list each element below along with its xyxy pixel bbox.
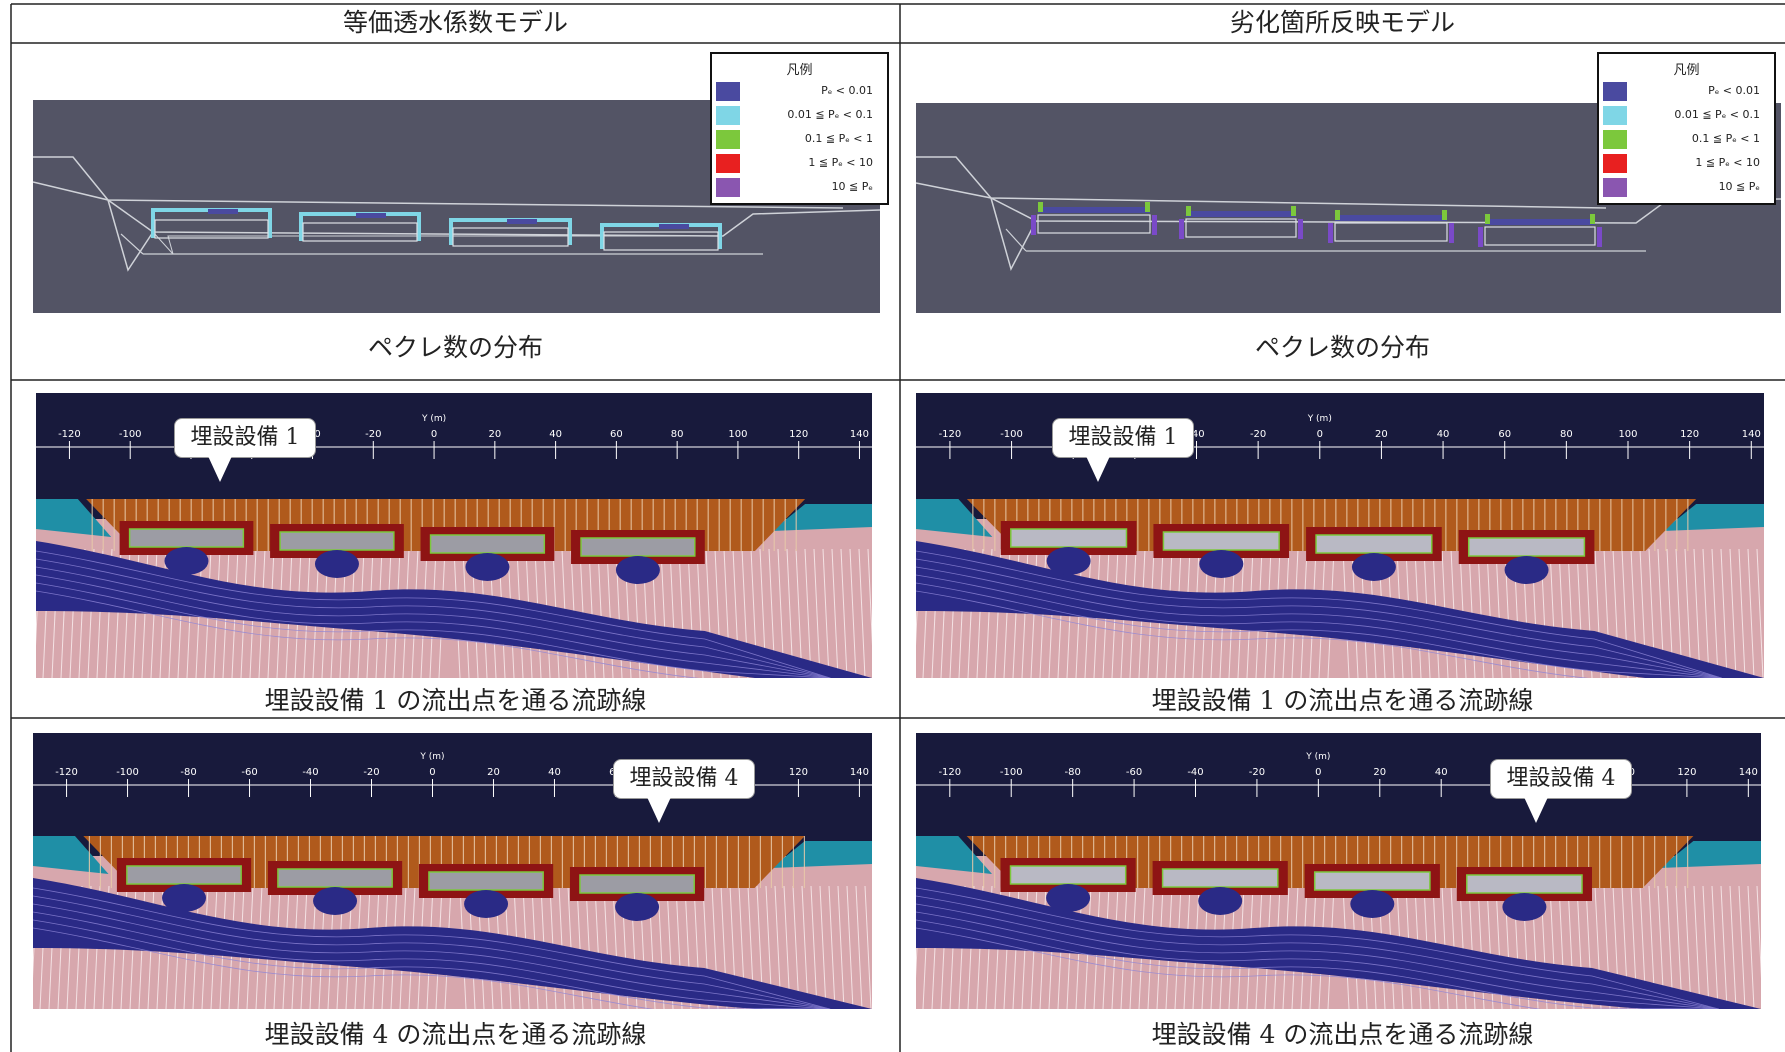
axis-tick-label: 100 [1618, 429, 1637, 440]
axis-tick-label: 120 [789, 429, 808, 440]
axis-tick-label: 120 [1677, 767, 1696, 778]
legend-label: Pₑ < 0.01 [1708, 84, 1760, 97]
legend-swatch [716, 106, 740, 125]
legend-label: 10 ≦ Pₑ [1718, 180, 1760, 193]
callout-pointer [208, 456, 232, 482]
legend-title: 凡例 [786, 63, 813, 78]
axis-tick-label: 120 [789, 767, 808, 778]
axis-tick-label: -40 [1188, 429, 1204, 440]
peclet-panel-right [916, 103, 1781, 313]
legend-left: 凡例 Pₑ < 0.01 0.01 ≦ Pₑ < 0.1 0.1 ≦ Pₑ < … [710, 52, 889, 205]
axis-tick-label: -100 [1000, 429, 1023, 440]
legend-label: Pₑ < 0.01 [821, 84, 873, 97]
callout-facility4-right: 埋設設備 4 [1490, 759, 1632, 823]
legend-swatch [716, 82, 740, 101]
axis-tick-label: 60 [1498, 429, 1511, 440]
legend-right: 凡例 Pₑ < 0.01 0.01 ≦ Pₑ < 0.1 0.1 ≦ Pₑ < … [1597, 52, 1776, 205]
caption-streamline1-right: 埋設設備 1 の流出点を通る流跡線 [1151, 686, 1534, 715]
axis-tick-label: 40 [1435, 767, 1448, 778]
legend-label: 1 ≦ Pₑ < 10 [808, 156, 873, 169]
legend-label: 10 ≦ Pₑ [831, 180, 873, 193]
axis-tick-label: -80 [180, 767, 196, 778]
axis-tick-label: 40 [549, 429, 562, 440]
axis-tick-label: -120 [58, 429, 81, 440]
callout-facility1-right: 埋設設備 1 [1052, 418, 1194, 482]
header-left: 等価透水係数モデル [342, 8, 568, 37]
axis-tick-label: -40 [1187, 767, 1203, 778]
callout-label: 埋設設備 4 [613, 759, 755, 799]
legend-swatch [716, 178, 740, 197]
legend-title: 凡例 [1673, 63, 1700, 78]
legend-label: 0.1 ≦ Pₑ < 1 [1691, 132, 1760, 145]
axis-tick-label: 80 [671, 429, 684, 440]
streamline-panel-f1-left: -120-100-80-60-40-20020406080100120140Y … [36, 393, 872, 678]
axis-tick-label: -100 [1000, 767, 1023, 778]
callout-label: 埋設設備 1 [1052, 418, 1194, 458]
axis-tick-label: -60 [241, 767, 257, 778]
axis-label: Y (m) [1307, 414, 1332, 424]
axis-tick-label: 140 [850, 767, 869, 778]
axis-tick-label: 20 [487, 767, 500, 778]
axis-tick-label: -100 [116, 767, 139, 778]
callout-label: 埋設設備 4 [1490, 759, 1632, 799]
callout-facility4-left: 埋設設備 4 [613, 759, 755, 823]
axis-tick-label: 100 [728, 429, 747, 440]
legend-swatch [716, 130, 740, 149]
legend-label: 0.01 ≦ Pₑ < 0.1 [787, 108, 873, 121]
callout-pointer [1086, 456, 1110, 482]
axis-tick-label: 20 [1373, 767, 1386, 778]
axis-tick-label: 0 [429, 767, 435, 778]
axis-tick-label: 120 [1680, 429, 1699, 440]
legend-label: 0.1 ≦ Pₑ < 1 [804, 132, 873, 145]
axis-tick-label: -120 [938, 767, 961, 778]
legend-swatch [1603, 130, 1627, 149]
callout-pointer [1524, 797, 1548, 823]
legend-label: 1 ≦ Pₑ < 10 [1695, 156, 1760, 169]
caption-streamline4-right: 埋設設備 4 の流出点を通る流跡線 [1151, 1020, 1534, 1049]
axis-tick-label: 40 [1437, 429, 1450, 440]
legend-swatch [1603, 154, 1627, 173]
legend-swatch [1603, 82, 1627, 101]
axis-label: Y (m) [421, 414, 446, 424]
callout-facility1-left: 埋設設備 1 [174, 418, 316, 482]
axis-tick-label: -120 [55, 767, 78, 778]
axis-tick-label: 140 [1742, 429, 1761, 440]
axis-tick-label: 0 [1315, 767, 1321, 778]
legend-swatch [716, 154, 740, 173]
axis-tick-label: -120 [939, 429, 962, 440]
axis-tick-label: -60 [1126, 767, 1142, 778]
axis-tick-label: 20 [488, 429, 501, 440]
streamline-panel-f1-right: -120-100-80-60-40-20020406080100120140Y … [916, 393, 1764, 678]
caption-streamline1-left: 埋設設備 1 の流出点を通る流跡線 [264, 686, 647, 715]
axis-tick-label: -40 [302, 767, 318, 778]
caption-peclet-left: ペクレ数の分布 [367, 333, 543, 362]
caption-peclet-right: ペクレ数の分布 [1254, 333, 1430, 362]
streamline-panel-f4-right: -120-100-80-60-40-20020406080100120140Y … [916, 733, 1761, 1009]
legend-label: 0.01 ≦ Pₑ < 0.1 [1674, 108, 1760, 121]
axis-tick-label: 20 [1375, 429, 1388, 440]
axis-tick-label: 80 [1560, 429, 1573, 440]
axis-tick-label: -80 [1064, 767, 1080, 778]
callout-label: 埋設設備 1 [174, 418, 316, 458]
legend-swatch [1603, 178, 1627, 197]
axis-tick-label: -20 [1250, 429, 1266, 440]
axis-tick-label: -20 [363, 767, 379, 778]
callout-pointer [647, 797, 671, 823]
axis-label: Y (m) [1305, 752, 1330, 762]
axis-tick-label: 0 [431, 429, 437, 440]
legend-swatch [1603, 106, 1627, 125]
axis-tick-label: 40 [548, 767, 561, 778]
axis-tick-label: 0 [1317, 429, 1323, 440]
axis-tick-label: 140 [1739, 767, 1758, 778]
axis-label: Y (m) [419, 752, 444, 762]
axis-tick-label: 140 [850, 429, 869, 440]
axis-tick-label: 60 [610, 429, 623, 440]
axis-tick-label: -20 [365, 429, 381, 440]
header-right: 劣化箇所反映モデル [1229, 8, 1455, 37]
caption-streamline4-left: 埋設設備 4 の流出点を通る流跡線 [264, 1020, 647, 1049]
axis-tick-label: -100 [119, 429, 142, 440]
axis-tick-label: -20 [1249, 767, 1265, 778]
